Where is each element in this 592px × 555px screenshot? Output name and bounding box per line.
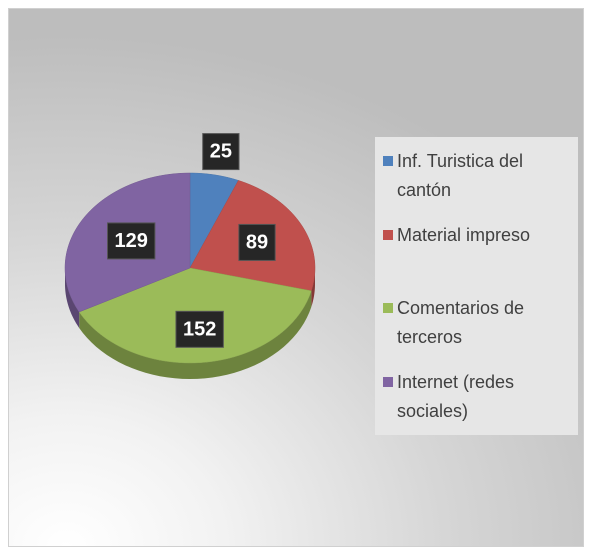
data-label: 89	[238, 223, 276, 261]
data-label: 152	[175, 310, 224, 348]
legend-label: Internet (redes sociales)	[397, 371, 515, 421]
pie-side	[311, 268, 315, 307]
legend-entry: Inf. Turistica del cantón	[383, 147, 572, 221]
legend-label: Inf. Turistica del cantón	[397, 151, 524, 200]
legend-entry: Comentarios de terceros	[383, 294, 572, 368]
legend-swatch	[383, 156, 393, 166]
legend-entry: Material impreso	[383, 221, 572, 295]
data-label-text: 129	[115, 230, 148, 252]
legend-entry: Internet (redes sociales)	[383, 368, 572, 442]
data-label: 25	[202, 133, 240, 171]
data-label: 129	[107, 222, 156, 260]
legend-label: Comentarios de terceros	[397, 298, 525, 347]
data-label-text: 89	[246, 231, 268, 253]
legend-swatch	[383, 303, 393, 313]
data-label-box	[175, 310, 224, 348]
data-label-text: 152	[183, 318, 216, 340]
pie-side	[65, 268, 80, 328]
legend-swatch	[383, 376, 393, 387]
legend-label: Material impreso	[397, 224, 531, 245]
data-label-box	[202, 133, 240, 171]
legend: Inf. Turistica del cantón Material impres…	[375, 137, 578, 435]
pie-slice	[189, 172, 239, 269]
legend-swatch	[383, 229, 393, 240]
data-label-box	[107, 222, 156, 260]
pie-side	[79, 290, 312, 379]
data-label-box	[238, 223, 276, 261]
data-label-text: 25	[210, 141, 232, 163]
